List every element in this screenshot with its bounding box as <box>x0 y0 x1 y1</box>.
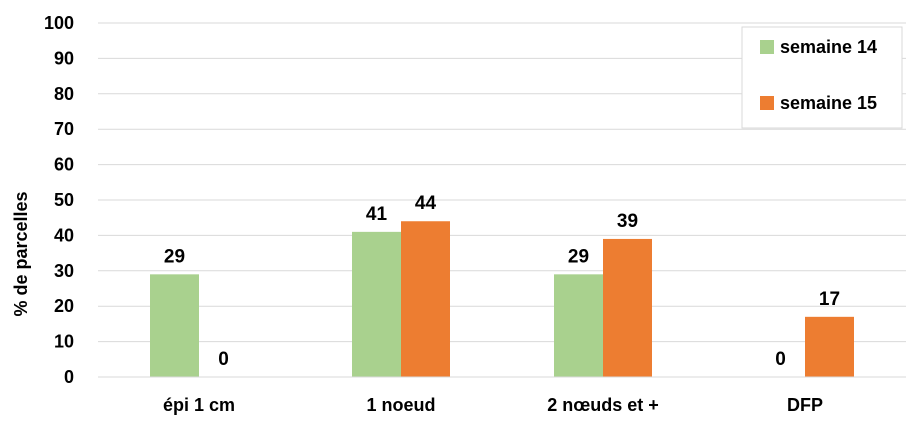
y-tick-label: 90 <box>54 48 74 68</box>
legend-label: semaine 15 <box>780 93 877 113</box>
x-category-label: 1 noeud <box>366 395 435 415</box>
y-tick-label: 60 <box>54 155 74 175</box>
data-label: 0 <box>775 349 786 370</box>
gridlines <box>98 22 906 343</box>
data-label: 0 <box>218 349 229 370</box>
y-tick-label: 20 <box>54 296 74 316</box>
x-category-label: épi 1 cm <box>163 395 235 415</box>
data-label: 17 <box>819 289 840 310</box>
bar-semaine-15-1 <box>401 221 450 377</box>
y-axis-title: % de parcelles <box>11 191 31 316</box>
y-tick-label: 70 <box>54 119 74 139</box>
legend-label: semaine 14 <box>780 37 877 57</box>
bars <box>150 221 854 377</box>
y-tick-label: 0 <box>64 367 74 387</box>
axes: 0 10 20 30 40 50 60 70 80 90 100 épi 1 cm 1 noeud 2 n… <box>44 13 906 415</box>
bar-semaine-14-2 <box>554 274 603 377</box>
legend-swatch <box>760 96 774 110</box>
y-tick-label: 40 <box>54 225 74 245</box>
bar-semaine-14-1 <box>352 231 401 377</box>
y-tick-label: 50 <box>54 190 74 210</box>
y-tick-label: 30 <box>54 261 74 281</box>
y-tick-label: 100 <box>44 13 74 33</box>
data-label: 39 <box>617 211 638 232</box>
legend: semaine 14 semaine 15 <box>741 26 903 129</box>
data-label: 44 <box>415 193 437 214</box>
y-tick-label: 80 <box>54 84 74 104</box>
data-label: 29 <box>568 246 589 267</box>
bar-semaine-14-0 <box>150 274 199 377</box>
legend-swatch <box>760 40 774 54</box>
data-label: 41 <box>366 204 388 225</box>
bar-semaine-15-2 <box>603 238 652 377</box>
x-category-label: 2 nœuds et + <box>547 395 659 415</box>
y-tick-label: 10 <box>54 332 74 352</box>
data-label: 29 <box>164 246 185 267</box>
data-labels: 29 0 41 44 29 39 0 17 <box>164 193 840 370</box>
bar-semaine-15-3 <box>805 316 854 377</box>
x-category-label: DFP <box>787 395 823 415</box>
